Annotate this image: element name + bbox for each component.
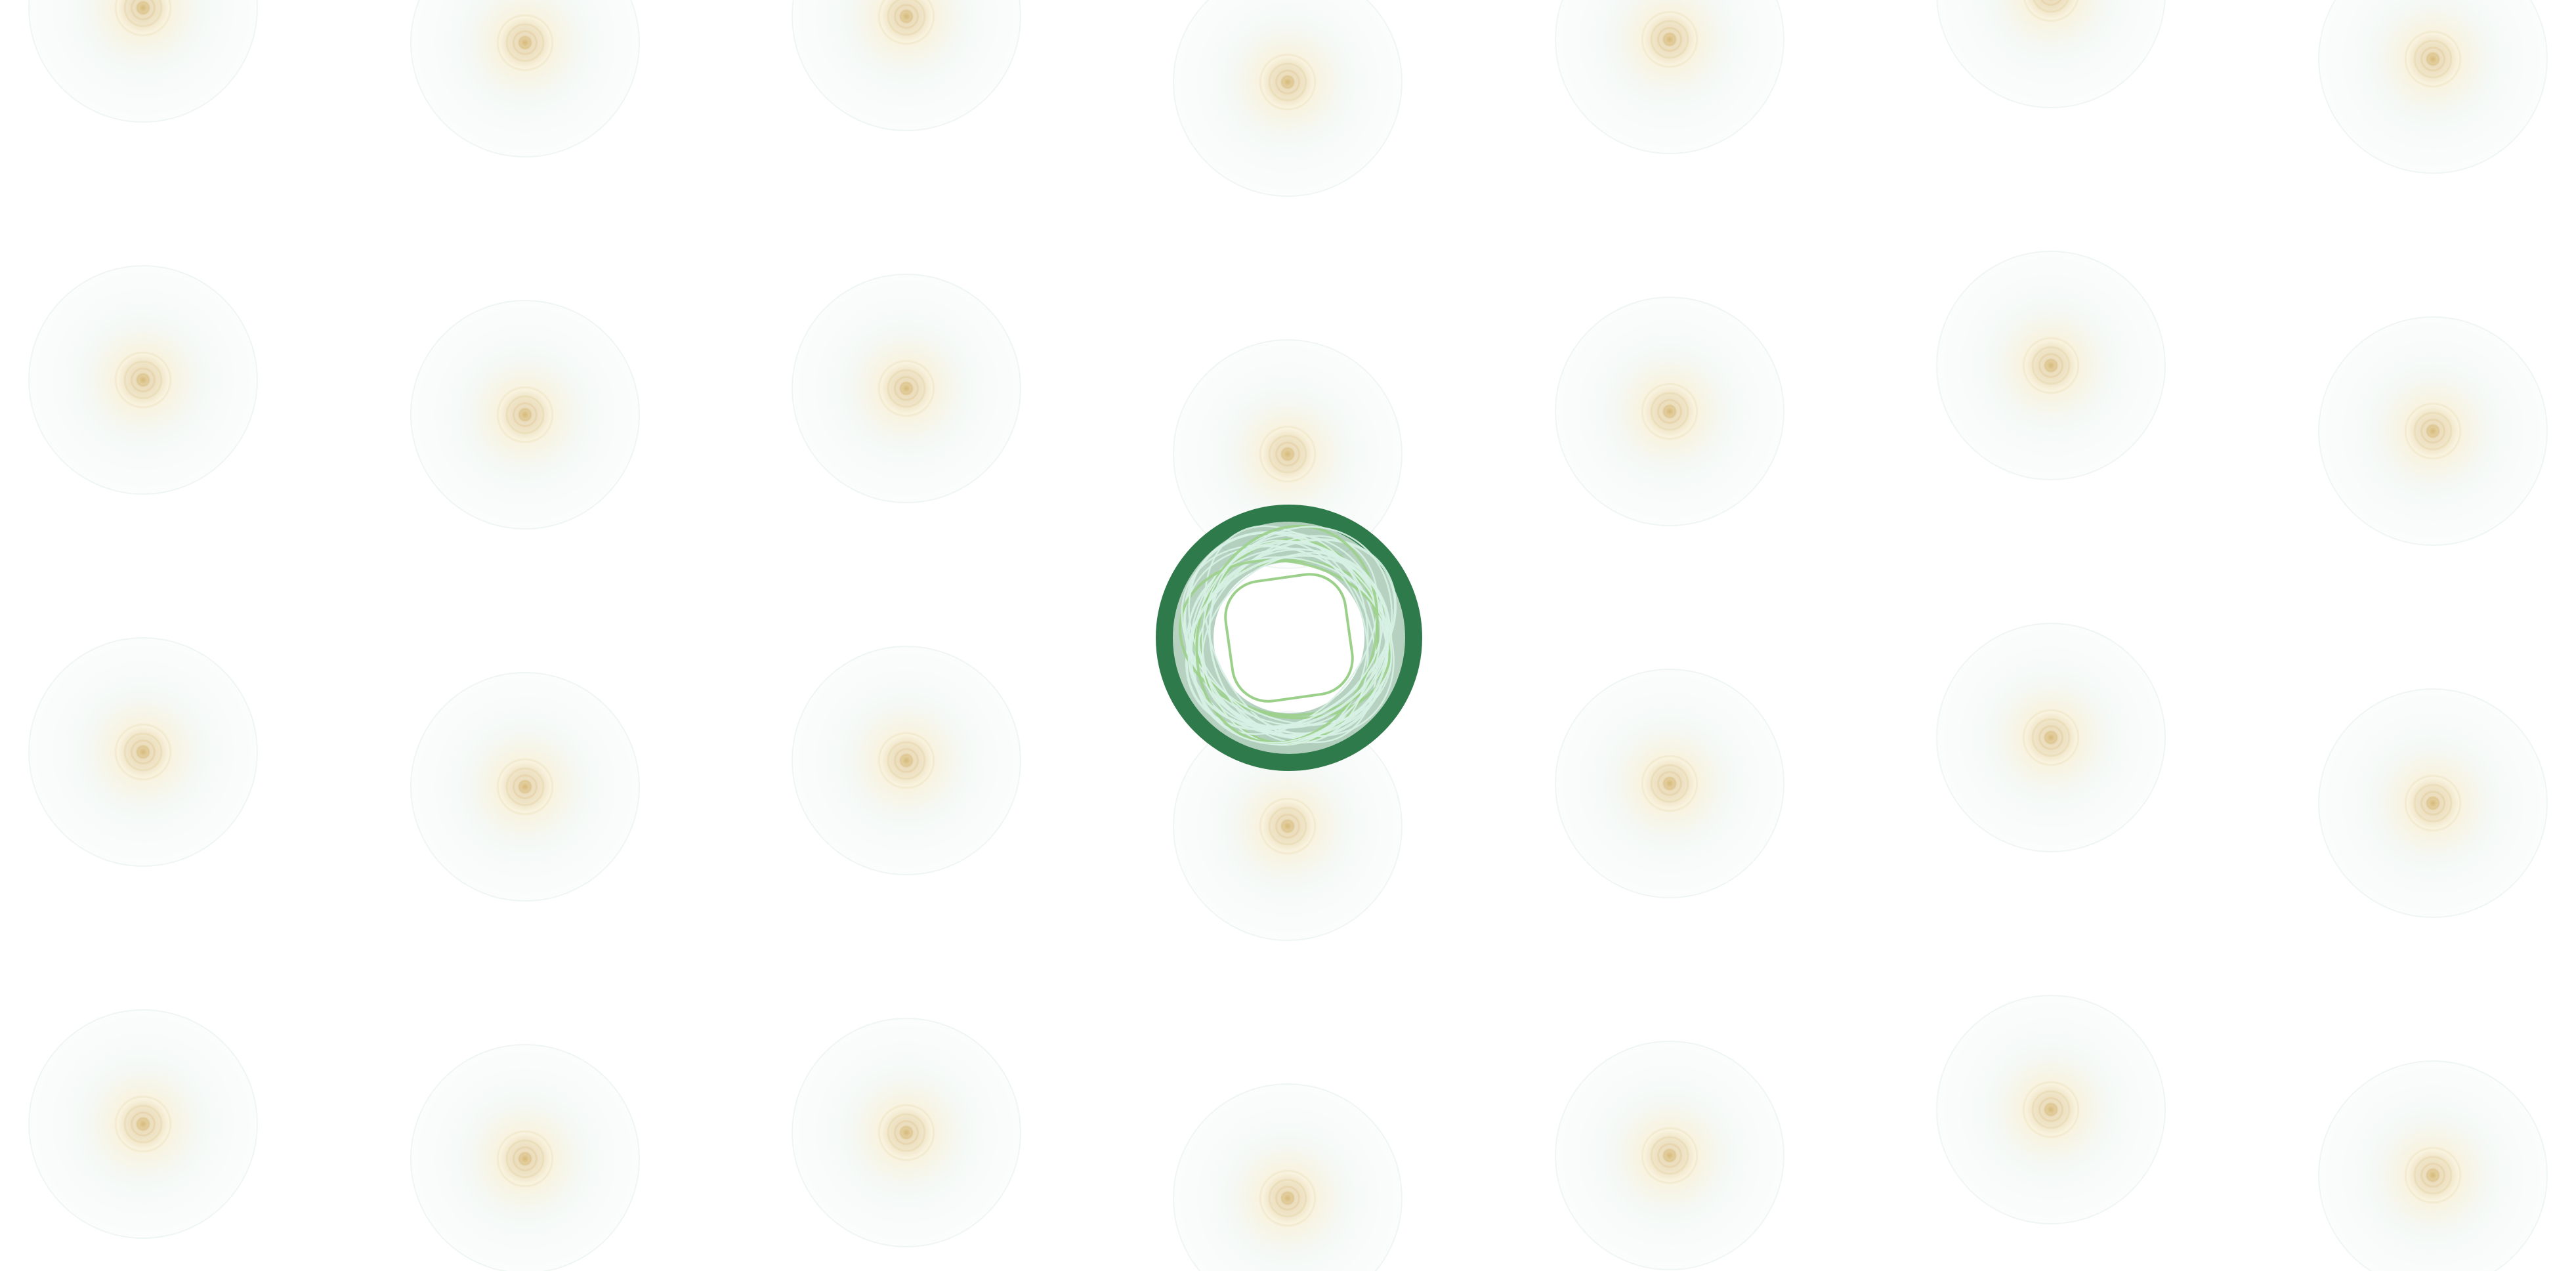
spinner-thread <box>1204 525 1378 743</box>
background-dot <box>1173 711 1403 941</box>
background-dot <box>1936 995 2166 1224</box>
spinner-thread <box>1208 539 1369 744</box>
background-dot <box>410 1044 640 1271</box>
background-dot <box>1555 669 1784 898</box>
background-dot <box>1173 0 1403 197</box>
background-dot <box>1555 1041 1784 1270</box>
background-dot <box>1555 0 1784 154</box>
spinner-thread <box>1187 554 1389 730</box>
background-dot <box>1173 1083 1403 1271</box>
background-dot <box>792 274 1021 503</box>
spinner-thread <box>1201 531 1369 746</box>
background-dot <box>28 0 258 123</box>
background-dot <box>2318 0 2548 174</box>
background-dot <box>2318 688 2548 918</box>
background-dot <box>410 0 640 157</box>
spinner-thread <box>1181 544 1393 725</box>
background-dot <box>2318 1060 2548 1271</box>
spinner-thread <box>1186 547 1393 736</box>
spinner-thread <box>1201 552 1384 728</box>
background-dot <box>1555 297 1784 526</box>
background-dot <box>1936 0 2166 108</box>
background-dot <box>28 637 258 867</box>
spinner-ring-icon <box>1156 505 1422 771</box>
spinner-thread <box>1191 526 1393 744</box>
background-dot <box>1173 339 1403 569</box>
background-dot <box>2318 316 2548 546</box>
background-dot <box>28 265 258 495</box>
background-dot <box>792 646 1021 875</box>
spinner-thread <box>1194 549 1391 729</box>
background-dot <box>410 300 640 530</box>
background-dot <box>792 1018 1021 1247</box>
spinner-center <box>1224 573 1354 703</box>
spinner-outer-ring <box>1156 505 1422 771</box>
background-dot <box>1936 623 2166 852</box>
background-dot <box>1936 251 2166 480</box>
background-dot <box>410 672 640 902</box>
background-dot <box>28 1009 258 1239</box>
background-dot <box>792 0 1021 131</box>
